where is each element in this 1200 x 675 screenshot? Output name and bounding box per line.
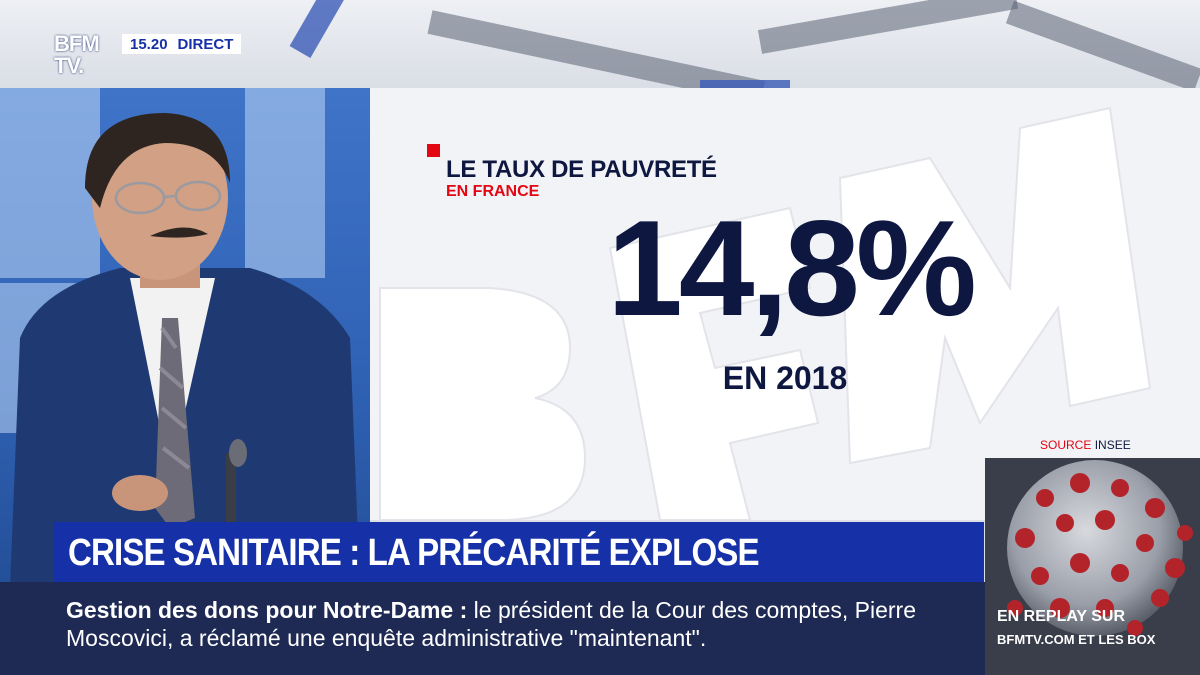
news-ticker: Gestion des dons pour Notre-Dame : le pr… bbox=[0, 582, 985, 675]
replay-promo-box[interactable] bbox=[985, 458, 1200, 675]
graphic-subtitle: EN FRANCE bbox=[446, 183, 540, 200]
headline-text: CRISE SANITAIRE : LA PRÉCARITÉ EXPLOSE bbox=[68, 532, 760, 574]
clock-live-badge: 15.20 DIRECT bbox=[122, 34, 242, 54]
ticker-topic: Gestion des dons pour Notre-Dame bbox=[66, 597, 454, 623]
replay-title: EN REPLAY SUR bbox=[997, 608, 1126, 625]
accent-square bbox=[427, 144, 440, 157]
infographic-panel bbox=[370, 88, 1200, 520]
clock-time: 15.20 bbox=[130, 35, 168, 53]
channel-logo: BFM TV. bbox=[54, 33, 112, 85]
source-credit: SOURCE INSEE bbox=[1040, 438, 1131, 452]
ticker-separator: : bbox=[453, 597, 474, 623]
graphic-year: EN 2018 bbox=[722, 360, 848, 396]
graphic-title: LE TAUX DE PAUVRETÉ bbox=[446, 156, 717, 183]
logo-line-2: TV. bbox=[54, 53, 84, 78]
live-label: DIRECT bbox=[177, 35, 234, 53]
headline-banner: CRISE SANITAIRE : LA PRÉCARITÉ EXPLOSE bbox=[54, 522, 984, 582]
presenter-figure bbox=[10, 113, 360, 588]
replay-subtitle: BFMTV.COM ET LES BOX bbox=[997, 632, 1156, 647]
bfm-watermark-logo bbox=[379, 106, 1152, 520]
source-value: INSEE bbox=[1094, 438, 1131, 452]
logo-line-1: BFM bbox=[54, 31, 100, 56]
studio-camera-view bbox=[0, 88, 370, 588]
virus-illustration bbox=[1007, 460, 1193, 636]
source-label: SOURCE bbox=[1040, 438, 1092, 452]
poverty-rate-value: 14,8% bbox=[607, 192, 977, 344]
ticker-body: le président de la Cour des comptes, Pie… bbox=[66, 597, 917, 651]
